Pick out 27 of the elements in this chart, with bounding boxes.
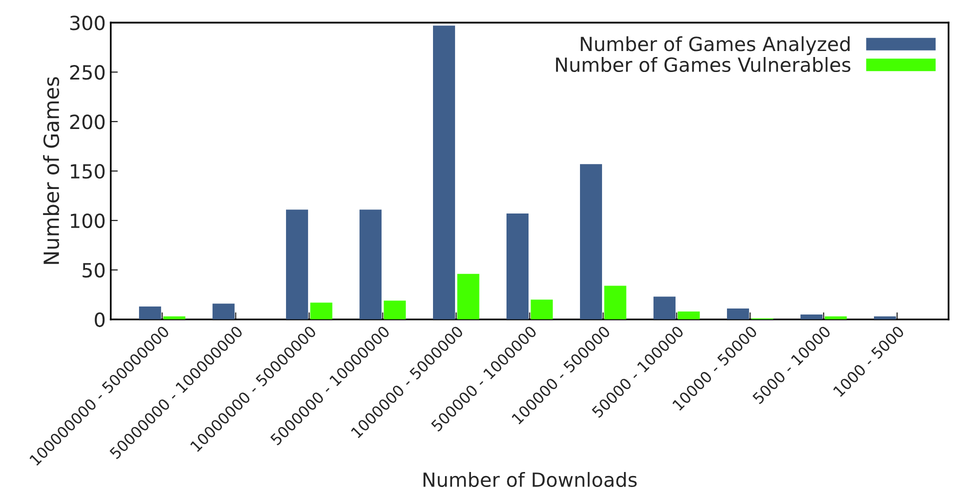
bar	[457, 274, 480, 320]
legend-label: Number of Games Vulnerables	[556, 57, 850, 72]
y-tick-label: 0	[94, 312, 105, 328]
y-tick-label: 100	[70, 213, 105, 228]
y-tick-label: 150	[70, 164, 105, 179]
bar	[800, 314, 823, 320]
y-axis-title: Number of Games	[43, 77, 60, 264]
bar	[653, 296, 676, 320]
bar	[604, 286, 626, 320]
y-tick-label: 200	[70, 114, 105, 130]
bar	[212, 304, 235, 320]
legend-label: Number of Games Analyzed	[580, 36, 850, 56]
bar	[580, 164, 602, 320]
y-tick-label: 50	[82, 262, 105, 278]
bar	[506, 214, 529, 320]
bar	[360, 210, 382, 320]
x-axis-title: Number of Downloads	[424, 472, 637, 488]
bar	[139, 306, 162, 320]
y-tick-label: 300	[70, 16, 105, 30]
bar	[726, 308, 750, 320]
bar	[530, 300, 553, 320]
bar	[678, 311, 700, 320]
bar	[310, 302, 332, 320]
y-tick-label: 250	[70, 65, 105, 80]
bar	[286, 210, 308, 320]
bar	[384, 300, 406, 320]
bar	[433, 26, 456, 320]
